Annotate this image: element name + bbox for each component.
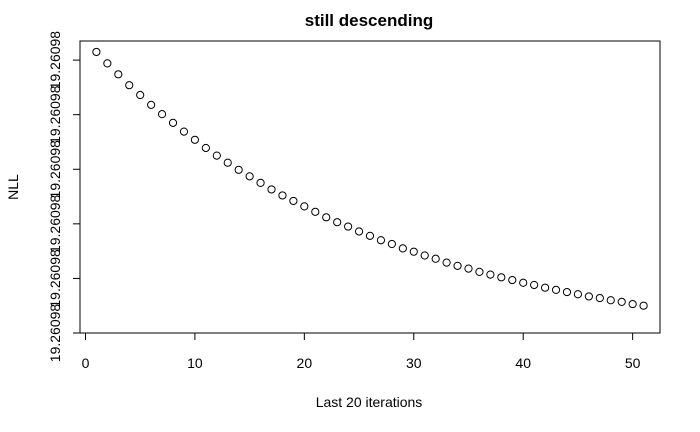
data-point bbox=[431, 254, 440, 263]
data-point bbox=[420, 251, 429, 260]
y-tick-label: 19.26098 bbox=[47, 249, 63, 308]
data-point bbox=[606, 296, 615, 305]
data-point bbox=[573, 290, 583, 299]
data-point bbox=[157, 110, 167, 119]
data-point bbox=[245, 172, 254, 181]
data-point bbox=[551, 285, 561, 294]
data-point bbox=[628, 299, 637, 309]
data-point bbox=[311, 207, 320, 216]
plot-frame bbox=[79, 40, 661, 334]
data-point bbox=[453, 261, 462, 270]
data-point bbox=[639, 301, 648, 310]
data-point bbox=[595, 293, 604, 303]
data-point bbox=[562, 287, 572, 297]
data-point bbox=[530, 280, 539, 290]
data-point bbox=[497, 273, 506, 282]
x-tick-label: 0 bbox=[82, 355, 90, 371]
data-point bbox=[333, 218, 342, 227]
data-point bbox=[322, 213, 331, 222]
y-axis-label: NLL bbox=[5, 174, 21, 200]
data-point bbox=[212, 151, 221, 160]
data-point bbox=[584, 292, 593, 301]
y-tick-label: 19.26098 bbox=[47, 194, 63, 253]
data-point bbox=[519, 278, 528, 287]
data-point bbox=[92, 47, 101, 57]
data-point bbox=[278, 191, 287, 200]
data-point bbox=[223, 158, 232, 167]
data-point bbox=[344, 222, 353, 231]
data-point bbox=[179, 127, 189, 136]
chart-title: still descending bbox=[305, 11, 433, 30]
data-point bbox=[398, 244, 407, 253]
data-point bbox=[168, 118, 178, 127]
y-axis: 19.2609819.2609819.2609819.2609819.26098… bbox=[47, 31, 81, 363]
data-point bbox=[409, 247, 418, 256]
x-tick-label: 50 bbox=[625, 355, 641, 371]
data-point bbox=[234, 165, 243, 174]
data-point bbox=[387, 239, 396, 249]
x-axis: 0 10 20 30 40 50 bbox=[82, 332, 641, 371]
y-tick-label: 19.26098 bbox=[47, 304, 63, 363]
data-point bbox=[475, 267, 484, 276]
y-tick-label: 19.26098 bbox=[47, 140, 63, 199]
x-axis-label: Last 20 iterations bbox=[316, 394, 423, 410]
data-point bbox=[617, 297, 626, 306]
data-point bbox=[190, 135, 200, 144]
data-point bbox=[365, 231, 375, 240]
data-point bbox=[464, 264, 473, 273]
data-point bbox=[300, 202, 309, 211]
data-point bbox=[136, 90, 145, 100]
data-point bbox=[147, 100, 156, 109]
y-tick-label: 19.26098 bbox=[47, 31, 63, 90]
x-tick-label: 10 bbox=[187, 355, 203, 371]
data-point bbox=[256, 178, 265, 188]
data-point bbox=[267, 185, 276, 194]
x-tick-label: 40 bbox=[515, 355, 531, 371]
data-point bbox=[508, 275, 517, 285]
data-point bbox=[442, 258, 451, 267]
x-tick-label: 20 bbox=[297, 355, 313, 371]
data-point bbox=[540, 283, 550, 292]
data-point bbox=[103, 59, 112, 68]
x-tick-label: 30 bbox=[406, 355, 422, 371]
data-point bbox=[125, 81, 134, 90]
y-tick-label: 19.26098 bbox=[47, 85, 63, 144]
data-point bbox=[289, 196, 298, 206]
data-point bbox=[114, 70, 123, 79]
data-point bbox=[354, 227, 364, 236]
data-point bbox=[376, 236, 386, 245]
data-points bbox=[92, 47, 648, 310]
data-point bbox=[486, 270, 495, 279]
data-point bbox=[201, 143, 210, 153]
